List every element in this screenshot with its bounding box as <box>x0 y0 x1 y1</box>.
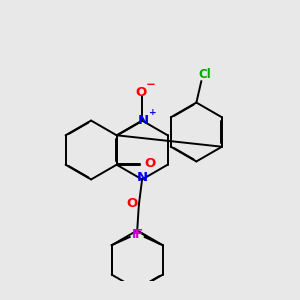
Text: N: N <box>137 171 148 184</box>
Text: −: − <box>146 78 155 91</box>
Text: O: O <box>144 157 156 170</box>
Text: O: O <box>126 197 137 210</box>
Text: F: F <box>135 228 143 241</box>
Text: O: O <box>136 85 147 99</box>
Text: N: N <box>138 114 149 127</box>
Text: F: F <box>131 228 140 241</box>
Text: Cl: Cl <box>198 68 211 81</box>
Text: +: + <box>149 108 156 117</box>
